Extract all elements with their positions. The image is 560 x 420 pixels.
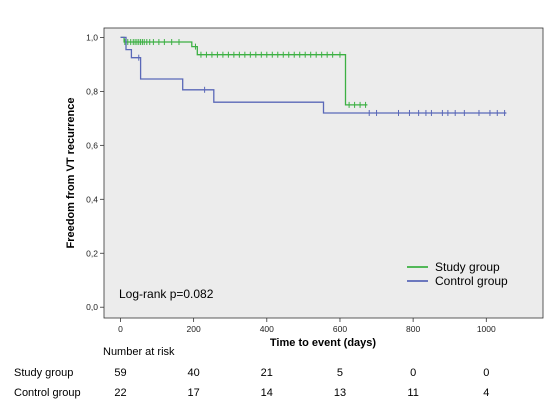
risk-value-1-1: 17 [187, 387, 200, 399]
log-rank-annotation: Log-rank p=0.082 [119, 287, 214, 301]
y-axis-title: Freedom from VT recurrence [65, 98, 77, 249]
y-tick-label-0: 0,0 [86, 302, 98, 312]
series-line-0 [120, 36, 368, 106]
x-tick-label-1: 200 [187, 324, 201, 334]
risk-value-1-2: 14 [260, 387, 273, 399]
x-tick-label-3: 600 [333, 324, 347, 334]
x-tick-label-5: 1000 [477, 324, 496, 334]
x-tick-label-0: 0 [118, 324, 123, 334]
risk-row-label-0: Study group [14, 367, 74, 379]
risk-value-1-3: 13 [333, 387, 347, 399]
risk-table-title: Number at risk [103, 346, 175, 358]
y-tick-label-1: 0,2 [86, 248, 98, 258]
legend-label-0: Study group [435, 260, 500, 274]
risk-value-1-5: 4 [483, 387, 490, 399]
axes: 0 200 400 600 800 1000 0,0 0,2 0,4 0,6 0,8 1,0 [86, 32, 496, 334]
y-tick-label-2: 0,4 [86, 194, 98, 204]
x-axis-title: Time to event (days) [270, 337, 376, 349]
x-tick-label-4: 800 [406, 324, 420, 334]
legend-label-1: Control group [435, 274, 508, 288]
y-tick-label-4: 0,8 [86, 86, 98, 96]
plot-area [103, 27, 544, 319]
risk-value-1-0: 22 [114, 387, 127, 399]
risk-row-label-1: Control group [14, 387, 81, 399]
risk-value-0-0: 59 [114, 367, 127, 379]
risk-value-0-1: 40 [187, 367, 200, 379]
series-line-1 [120, 36, 507, 114]
risk-value-0-4: 0 [410, 367, 417, 379]
x-tick-label-2: 400 [260, 324, 274, 334]
risk-value-0-3: 5 [336, 367, 344, 379]
risk-value-0-2: 21 [260, 367, 273, 379]
y-tick-label-5: 1,0 [86, 32, 98, 42]
risk-value-0-5: 0 [483, 367, 490, 379]
risk-value-1-4: 11 [407, 387, 419, 399]
series-layer [120, 36, 507, 116]
y-tick-label-3: 0,6 [86, 140, 98, 150]
